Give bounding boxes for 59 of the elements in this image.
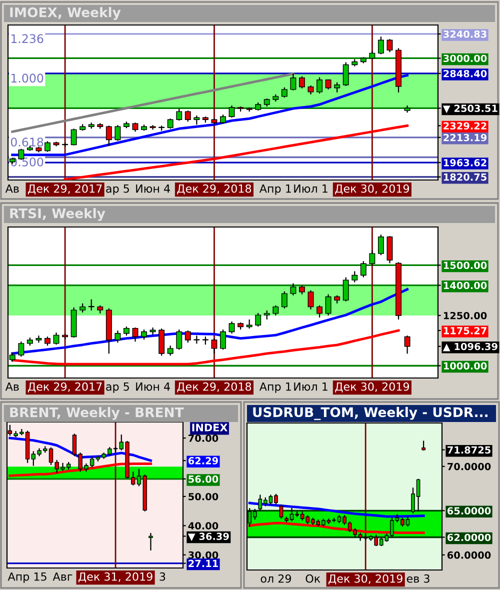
x-tick-label: Дек 30, 2019 bbox=[335, 382, 410, 392]
y-tick-label: 50.00 bbox=[188, 492, 218, 500]
text: INDEX bbox=[192, 424, 228, 432]
x-tick-label: Авг bbox=[52, 572, 72, 581]
y-tick-label: 40.00 bbox=[188, 522, 218, 530]
y-tick-label: 2848.40 bbox=[444, 70, 487, 78]
x-tick-label: Июл 1 bbox=[294, 382, 328, 391]
y-tick-label: 62.29 bbox=[188, 457, 218, 464]
x-tick-label: ол 29 bbox=[260, 574, 291, 583]
y-tick-label: 1250.00 bbox=[444, 312, 487, 320]
chart-title: RTSI, Weekly bbox=[10, 208, 106, 221]
y-tick-label: 1400.00 bbox=[444, 282, 487, 290]
y-tick-label: 1000.00 bbox=[444, 362, 487, 370]
x-tick-label: Ок bbox=[306, 574, 320, 583]
y-tick-label: 1500.00 bbox=[444, 262, 487, 270]
x-tick-label: ев 3 bbox=[406, 574, 430, 583]
x-tick-label: 3 bbox=[160, 572, 166, 581]
x-tick-label: Апр 15 bbox=[8, 572, 46, 583]
x-tick-label: Июн 4 bbox=[136, 184, 170, 193]
annotation: 0.618 bbox=[10, 138, 44, 147]
x-tick-label: ар 5 bbox=[106, 184, 129, 195]
y-tick-label: ▼ 2503.51 bbox=[442, 104, 498, 114]
x-tick-label: Июн 4 bbox=[136, 382, 170, 391]
annotation: 1.000 bbox=[11, 74, 44, 83]
x-tick-label: ар 5 bbox=[106, 382, 129, 393]
y-tick-label: 3240.83 bbox=[444, 30, 486, 38]
x-tick-label: Дек 30, 2019 bbox=[335, 184, 410, 194]
x-tick-label: Дек 29, 2018 bbox=[177, 184, 252, 194]
x-tick-label: Апр 1 bbox=[259, 184, 291, 195]
x-tick-label: Дек 29, 2017 bbox=[28, 184, 102, 194]
x-tick-label: Дек 29, 2017 bbox=[28, 382, 102, 392]
y-tick-label: 60.0000 bbox=[447, 551, 491, 559]
x-tick-label: Июл 1 bbox=[294, 184, 328, 193]
y-tick-label: 71.8725 bbox=[448, 446, 490, 454]
y-tick-label: 1175.27 bbox=[444, 326, 486, 334]
chart-title: IMOEX, Weekly bbox=[10, 7, 121, 20]
chart-title: BRENT, Weekly - BRENT bbox=[10, 407, 184, 420]
y-tick-label: 1963.62 bbox=[444, 159, 486, 166]
y-tick-label: 65.0000 bbox=[447, 507, 491, 514]
y-tick-label: ▲ 1096.39 bbox=[442, 342, 498, 352]
y-tick-label: 1820.75 bbox=[444, 173, 486, 181]
y-tick-label: 30.00 bbox=[188, 551, 218, 559]
y-tick-label: 2213.19 bbox=[444, 134, 487, 142]
y-tick-label: 62.0000 bbox=[447, 534, 491, 542]
annotation: 1.236 bbox=[11, 34, 44, 44]
y-tick-label: 56.00 bbox=[188, 475, 218, 483]
x-tick-label: Ав bbox=[5, 382, 19, 391]
chart-title: USDRUB_TOM, Weekly - USDR... bbox=[253, 406, 488, 420]
x-tick-label: Дек 31, 2019 bbox=[78, 572, 152, 582]
x-tick-label: Ав bbox=[5, 184, 19, 193]
x-tick-label: Дек 30, 2019 bbox=[328, 574, 402, 584]
y-tick-label: 3000.00 bbox=[444, 54, 487, 62]
y-tick-label: 70.00 bbox=[188, 434, 218, 442]
y-tick-label: 2329.22 bbox=[444, 122, 486, 130]
y-tick-label: 70.0000 bbox=[448, 462, 491, 470]
y-tick-label: ▼ 36.39 bbox=[188, 532, 229, 542]
y-tick-label: 27.11 bbox=[188, 560, 218, 567]
x-tick-label: Апр 1 bbox=[259, 382, 291, 393]
x-tick-label: Дек 29, 2018 bbox=[177, 382, 252, 392]
